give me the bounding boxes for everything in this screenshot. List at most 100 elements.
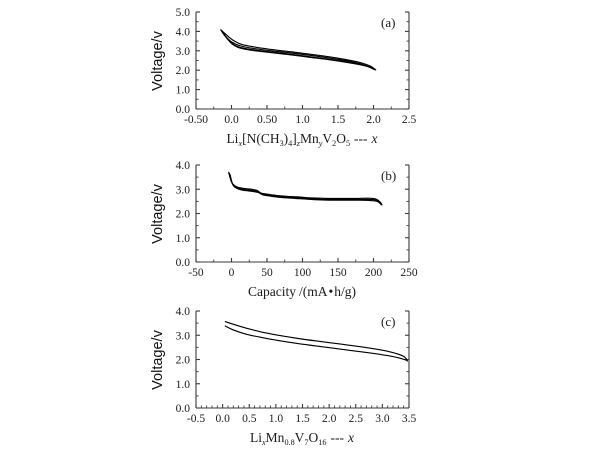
y-tick-label: 4.0	[176, 160, 191, 172]
formula-z-sub-a: z	[296, 139, 301, 148]
y-tick-label: 1.0	[176, 85, 191, 97]
x-axis-title-b: Capacity/(mA•h/g)	[248, 284, 356, 299]
data-curves-c	[224, 321, 408, 362]
panel-c-svg: 0.01.02.03.04.0 -0.5 0.0 0.5 1.0 1.5 2.0 2.5 3.…	[150, 306, 417, 447]
formula-li-sub-a: x	[237, 139, 242, 148]
x-tick-label: 1.0	[295, 114, 310, 126]
curve-charge	[224, 321, 408, 362]
panel-label-a: (a)	[381, 15, 395, 30]
formula-o-c: O	[309, 430, 319, 445]
formula-v-sub-c: 7	[304, 438, 308, 447]
y-tick-label: 0.0	[176, 104, 191, 116]
formula-y-sub-a: y	[318, 139, 323, 148]
formula-mn-sub-c: 0.8	[284, 438, 294, 447]
y-ticks-c	[196, 310, 409, 409]
capacity-dot-b: •	[329, 284, 334, 299]
capacity-unit-open-b: /(mA	[299, 284, 328, 299]
panel-a-svg: 0.01.02.03.04.05.0 -0.50 0.0 0.50 1.0 1.5 2.0…	[150, 7, 416, 148]
x-axis-title-a: Lix[N(CH3)4]zMnyV2O5 --- x	[226, 131, 377, 148]
capacity-word-b: Capacity	[248, 284, 296, 299]
x-tick-labels-c: -0.5 0.0 0.5 1.0 1.5 2.0 2.5 3.0 3.5	[187, 413, 417, 425]
panel-a-axes	[195, 12, 410, 110]
y-tick-label: 1.0	[176, 233, 191, 245]
formula-var-a: x	[371, 131, 378, 146]
x-tick-label: 1.5	[295, 413, 310, 425]
formula-o-sub-c: 16	[318, 438, 326, 447]
y-tick-label: 4.0	[176, 306, 191, 318]
x-tick-label: 1.0	[269, 413, 284, 425]
x-ticks-c	[195, 404, 410, 408]
x-tick-label: -0.5	[187, 413, 205, 425]
y-axis-title-a: Voltage/v	[150, 30, 166, 90]
chart-panel-b: 0.0 1.0 2.0 3.0 4.0 -50 0 50 100 150 200 250 (b) V…	[0, 152, 600, 302]
x-tick-label: 2.5	[402, 114, 417, 126]
x-tick-label: 0.0	[224, 114, 239, 126]
curve-discharge-3	[229, 174, 382, 205]
x-tick-label: 200	[365, 267, 383, 279]
x-tick-label: 2.0	[366, 114, 381, 126]
x-tick-label: -0.50	[184, 114, 208, 126]
curve-charge-cycle-1	[220, 29, 377, 71]
x-tick-label: 0.0	[215, 413, 230, 425]
chart-panel-c: 0.0 1.0 2.0 3.0 4.0 -0.5 0.0 0.5 1.0 1.5 2.0 2.5 3.…	[0, 302, 600, 450]
x-tick-label: 50	[261, 267, 273, 279]
data-curves-a	[220, 29, 377, 71]
y-tick-label: 3.0	[176, 46, 191, 58]
y-tick-label: 5.0	[176, 7, 191, 19]
x-ticks-b	[195, 258, 410, 262]
y-tick-label: 3.0	[176, 184, 191, 196]
x-tick-labels-b: -50 0 50 100 150 200 250	[188, 267, 418, 279]
y-tick-labels-b: 0.0 1.0 2.0 3.0 4.0	[176, 160, 191, 269]
y-ticks-b	[196, 164, 409, 263]
x-tick-label: 3.5	[402, 413, 417, 425]
x-tick-label: -50	[188, 267, 204, 279]
y-axis-title-c: Voltage/v	[150, 329, 166, 389]
y-tick-label: 2.0	[176, 209, 191, 221]
panel-b-axes	[195, 165, 410, 263]
formula-var-c: x	[347, 430, 354, 445]
formula-li-c: Li	[250, 430, 262, 445]
x-tick-label: 150	[329, 267, 347, 279]
y-tick-labels-a: 0.0 1.0 2.0 3.0 4.0 5.0	[176, 7, 191, 116]
formula-o-a: O	[336, 131, 346, 146]
x-tick-label: 2.5	[349, 413, 364, 425]
data-curves-b	[228, 171, 383, 206]
x-tick-label: 0.50	[257, 114, 277, 126]
formula-o-sub-a: 5	[346, 139, 350, 148]
y-tick-label: 0.0	[176, 257, 191, 269]
x-tick-label: 3.0	[375, 413, 390, 425]
formula-v-c: V	[295, 430, 305, 445]
panel-label-c: (c)	[381, 314, 395, 329]
curve-discharge-1	[228, 171, 383, 206]
panel-c-axes	[195, 311, 410, 409]
formula-dashes-c: ---	[330, 430, 344, 445]
formula-bracket3-a: ]	[292, 131, 297, 146]
x-tick-label: 0	[229, 267, 235, 279]
panel-label-b: (b)	[381, 168, 396, 183]
formula-dashes-a: ---	[354, 131, 368, 146]
x-tick-labels-a: -0.50 0.0 0.50 1.0 1.5 2.0 2.5	[184, 114, 416, 126]
formula-v-a: V	[322, 131, 332, 146]
x-tick-label: 100	[294, 267, 312, 279]
x-ticks-a	[195, 105, 410, 109]
formula-ch3-sub-a: 3	[280, 139, 284, 148]
capacity-unit-close-b: h/g)	[334, 284, 356, 299]
y-ticks-a	[196, 11, 409, 110]
y-tick-label: 3.0	[176, 330, 191, 342]
y-tick-label: 1.0	[176, 379, 191, 391]
y-axis-title-b: Voltage/v	[150, 183, 166, 243]
formula-bracket-a: [N(CH	[242, 131, 280, 146]
curve-discharge-2	[228, 172, 382, 206]
y-tick-labels-c: 0.0 1.0 2.0 3.0 4.0	[176, 306, 191, 415]
formula-mn-a: Mn	[300, 131, 319, 146]
formula-li-a: Li	[226, 131, 238, 146]
panel-b-svg: 0.0 1.0 2.0 3.0 4.0 -50 0 50 100 150 200 250 (b) V…	[150, 160, 418, 299]
formula-paren-a: )	[284, 131, 289, 146]
x-tick-label: 0.5	[242, 413, 257, 425]
curve-charge-cycle-2	[220, 29, 375, 71]
chart-panel-a: 0.0 1.0 2.0 3.0 4.0 5.0 -0.50 0.0 0.50 1.0 1.5 2.0…	[0, 0, 600, 152]
y-tick-label: 2.0	[176, 65, 191, 77]
formula-li-sub-c: x	[261, 438, 266, 447]
curve-discharge	[224, 325, 408, 362]
